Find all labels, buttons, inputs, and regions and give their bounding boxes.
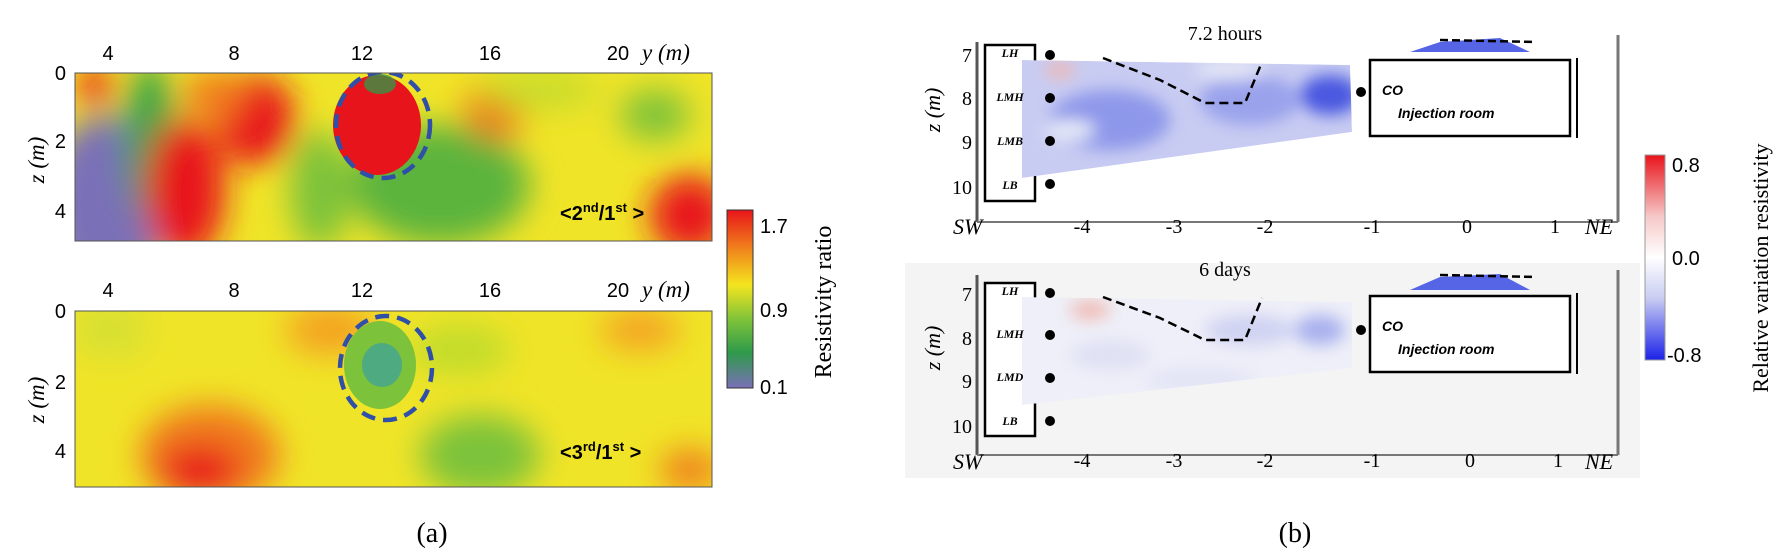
heatmap-2nd-1st — [74, 72, 713, 242]
ratio-label-2nd-1st: <2nd/1st > — [560, 200, 644, 225]
z-tick: 2 — [55, 131, 66, 153]
y-tick: 8 — [228, 43, 239, 65]
z-tick: 7 — [962, 284, 972, 306]
layer-label: LMH — [995, 327, 1024, 341]
y-tick: 16 — [479, 280, 501, 302]
z-axis-label: z (m) — [24, 377, 49, 425]
x-tick: 0 — [1462, 216, 1472, 238]
colorbar-tick: -0.8 — [1667, 345, 1701, 367]
layer-label: LMB — [996, 134, 1023, 148]
colorbar-tick: 0.9 — [760, 300, 788, 322]
z-tick: 2 — [55, 372, 66, 394]
x-tick: -1 — [1364, 450, 1381, 472]
x-tick: -1 — [1364, 216, 1381, 238]
y-tick: 4 — [102, 43, 113, 65]
y-tick: 4 — [102, 280, 113, 302]
colorbar-tick: 0.1 — [760, 377, 788, 399]
layer-label: LH — [1001, 46, 1019, 60]
layer-label: LMH — [995, 90, 1024, 104]
room-label-co: CO — [1382, 318, 1403, 334]
layer-label: LMD — [996, 370, 1024, 384]
x-tick: -4 — [1074, 450, 1091, 472]
colorbar-label: Resistivity ratio — [811, 226, 837, 379]
dir-ne: NE — [1584, 214, 1614, 239]
z-axis-label: z (m) — [24, 137, 49, 185]
x-tick: -3 — [1166, 450, 1183, 472]
layer-label: LB — [1001, 178, 1017, 192]
z-tick: 0 — [55, 63, 66, 85]
x-tick: 0 — [1465, 450, 1475, 472]
x-tick: -2 — [1257, 450, 1274, 472]
panel-a: 4 8 12 16 20 4 8 12 16 20 0 2 4 0 2 4 y … — [24, 40, 837, 549]
colorbar-tick: 0.0 — [1672, 248, 1700, 270]
x-tick: 1 — [1550, 216, 1560, 238]
y-axis-label: y (m) — [640, 40, 690, 65]
room-label-injection: Injection room — [1398, 341, 1494, 357]
y-tick: 20 — [607, 43, 629, 65]
panel-b-caption: (b) — [1279, 518, 1312, 549]
x-tick: 1 — [1553, 450, 1563, 472]
resistivity-plot-6-days: LH LMH LMD LB CO Injection room 6 days -… — [920, 259, 1620, 474]
ratio-label-3rd-1st: <3rd/1st > — [560, 439, 641, 464]
panel-a-caption: (a) — [416, 518, 447, 549]
z-tick: 8 — [962, 88, 972, 110]
layer-label: LB — [1001, 414, 1017, 428]
y-tick: 16 — [479, 43, 501, 65]
y-tick: 8 — [228, 280, 239, 302]
z-tick: 8 — [962, 328, 972, 350]
z-tick: 0 — [55, 301, 66, 323]
z-axis-label: z (m) — [920, 88, 945, 134]
colorbar-label: Relative variation resistivity — [1748, 143, 1773, 392]
room-label-injection: Injection room — [1398, 105, 1494, 121]
heatmap-3rd-1st — [74, 310, 713, 488]
z-tick: 9 — [962, 132, 972, 154]
z-tick: 7 — [962, 45, 972, 67]
x-tick: -2 — [1257, 216, 1274, 238]
colorbar-resistivity-ratio: 1.7 0.9 0.1 Resistivity ratio — [726, 209, 837, 399]
z-axis-label: z (m) — [920, 326, 945, 372]
z-tick: 10 — [952, 416, 972, 438]
z-tick: 4 — [55, 201, 66, 223]
z-tick: 9 — [962, 371, 972, 393]
colorbar-tick: 0.8 — [1672, 155, 1700, 177]
colorbar-tick: 1.7 — [760, 216, 788, 238]
panel-b: LH LMH LMB LB CO Injection room 7.2 hour… — [905, 23, 1773, 549]
colorbar-relative-variation: 0.8 0.0 -0.8 Relative variation resistiv… — [1644, 143, 1773, 393]
y-axis-label: y (m) — [640, 277, 690, 302]
y-tick: 12 — [351, 280, 373, 302]
room-label-co: CO — [1382, 82, 1403, 98]
x-tick: -4 — [1074, 216, 1091, 238]
title: 7.2 hours — [1188, 23, 1263, 45]
resistivity-plot-7-2-hours: LH LMH LMB LB CO Injection room 7.2 hour… — [920, 23, 1620, 239]
y-tick: 12 — [351, 43, 373, 65]
y-tick: 20 — [607, 280, 629, 302]
dir-ne: NE — [1584, 449, 1614, 474]
dir-sw: SW — [953, 214, 984, 239]
layer-label: LH — [1001, 284, 1019, 298]
title: 6 days — [1199, 259, 1251, 281]
x-tick: -3 — [1166, 216, 1183, 238]
z-tick: 4 — [55, 441, 66, 463]
dir-sw: SW — [953, 449, 984, 474]
z-tick: 10 — [952, 177, 972, 199]
